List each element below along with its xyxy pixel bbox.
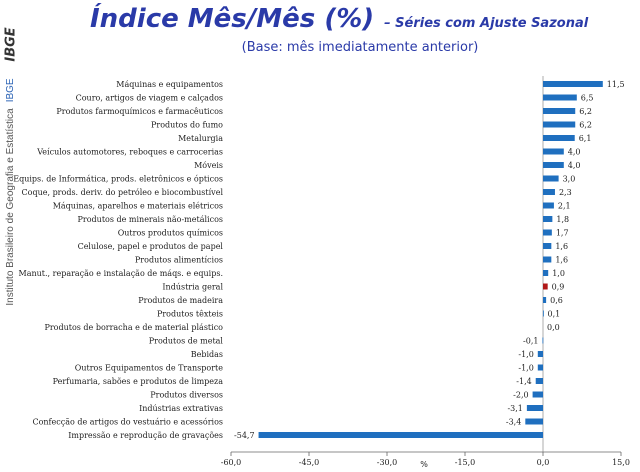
data-label: 0,1 xyxy=(548,310,561,319)
x-tick-label: -15,0 xyxy=(455,458,476,467)
bar xyxy=(543,108,576,114)
bar xyxy=(537,351,543,357)
bar xyxy=(542,337,544,344)
data-label: 6,1 xyxy=(579,134,592,143)
category-label: Produtos de minerais não-metálicos xyxy=(78,215,223,224)
data-label: -1,0 xyxy=(518,350,533,359)
category-label: Produtos diversos xyxy=(150,391,223,400)
x-tick-label: -30,0 xyxy=(377,458,398,467)
x-tick-label: -60,0 xyxy=(221,458,242,467)
bar xyxy=(543,94,577,101)
data-label: -0,1 xyxy=(523,337,538,346)
category-label: Metalurgia xyxy=(178,134,223,143)
category-label: Produtos do fumo xyxy=(151,121,223,130)
category-label: Máquinas, aparelhos e materiais elétrico… xyxy=(53,202,223,211)
data-label: 11,5 xyxy=(607,80,625,89)
bar xyxy=(543,256,552,263)
category-label: Produtos de madeira xyxy=(138,296,223,305)
data-label: 4,0 xyxy=(568,161,581,170)
x-tick-label: 15,0 xyxy=(612,458,630,467)
data-label: -54,7 xyxy=(234,431,255,440)
bar xyxy=(535,378,543,384)
category-label: Produtos de borracha e de material plást… xyxy=(44,323,223,332)
category-label: Outros Equipamentos de Transporte xyxy=(75,364,223,373)
category-label: Produtos alimentícios xyxy=(135,256,223,265)
category-label: Celulose, papel e produtos de papel xyxy=(78,242,224,251)
category-label: Perfumaria, sabões e produtos de limpeza xyxy=(53,377,224,386)
bar xyxy=(532,391,543,398)
page-title-suffix: – Séries com Ajuste Sazonal xyxy=(384,16,589,31)
bar xyxy=(543,162,564,168)
bar xyxy=(537,364,543,371)
bar xyxy=(258,432,543,438)
data-label: 3,0 xyxy=(563,175,576,184)
bar xyxy=(543,202,554,209)
bar xyxy=(543,229,552,236)
x-axis-label: % xyxy=(420,460,428,469)
bar xyxy=(543,81,603,87)
category-label: Couro, artigos de viagem e calçados xyxy=(76,94,223,103)
bar xyxy=(543,121,576,128)
bar xyxy=(543,189,555,195)
category-label: Confecção de artigos do vestuário e aces… xyxy=(32,418,223,427)
page-title: Índice Mês/Mês (%) xyxy=(90,4,375,34)
data-label: 0,6 xyxy=(550,296,563,305)
data-label: -2,0 xyxy=(513,391,528,400)
category-label: Veículos automotores, reboques e carroce… xyxy=(36,148,223,157)
category-label: Máquinas e equipamentos xyxy=(116,80,223,89)
data-label: 1,7 xyxy=(556,229,569,238)
data-label: -3,4 xyxy=(506,418,521,427)
data-label: 6,5 xyxy=(581,94,594,103)
category-label: Coque, prods. deriv. do petróleo e bioco… xyxy=(22,188,224,197)
bar xyxy=(543,283,548,290)
bar xyxy=(526,405,543,411)
bar xyxy=(543,297,547,303)
category-label: Outros produtos químicos xyxy=(118,229,223,238)
data-label: 2,3 xyxy=(559,188,572,197)
category-label: Produtos de metal xyxy=(149,337,224,346)
data-label: 0,9 xyxy=(552,283,565,292)
category-label: Móveis xyxy=(194,161,223,170)
x-tick-label: 0,0 xyxy=(537,458,550,467)
category-label: Produtos têxteis xyxy=(157,310,223,319)
data-label: 1,6 xyxy=(555,256,568,265)
category-label: Manut., reparação e instalação de máqs. … xyxy=(19,269,223,278)
bar xyxy=(543,216,553,222)
bar xyxy=(543,135,575,141)
bar xyxy=(543,175,559,182)
category-label: Produtos farmoquímicos e farmacêuticos xyxy=(56,107,223,116)
category-label: Impressão e reprodução de gravações xyxy=(68,431,223,440)
data-label: -1,0 xyxy=(518,364,533,373)
data-label: 1,6 xyxy=(555,242,568,251)
data-label: 2,1 xyxy=(558,202,571,211)
title-row: Índice Mês/Mês (%) – Séries com Ajuste S… xyxy=(90,4,630,38)
bar xyxy=(525,418,543,425)
category-label: Bebidas xyxy=(191,350,223,359)
x-tick-label: -45,0 xyxy=(299,458,320,467)
data-label: -3,1 xyxy=(507,404,522,413)
data-label: 0,0 xyxy=(547,323,560,332)
category-label: Indústrias extrativas xyxy=(139,404,223,413)
data-label: 1,0 xyxy=(552,269,565,278)
data-label: 6,2 xyxy=(579,107,592,116)
data-label: 4,0 xyxy=(568,148,581,157)
bar xyxy=(543,148,564,155)
category-label: Equips. de Informática, prods. eletrônic… xyxy=(13,175,223,184)
bar xyxy=(543,310,544,317)
bar xyxy=(543,270,549,276)
data-label: -1,4 xyxy=(516,377,531,386)
page-subtitle: (Base: mês imediatamente anterior) xyxy=(241,40,479,55)
data-label: 1,8 xyxy=(556,215,569,224)
category-label: Indústria geral xyxy=(162,283,223,292)
bar xyxy=(543,243,552,249)
data-label: 6,2 xyxy=(579,121,592,130)
